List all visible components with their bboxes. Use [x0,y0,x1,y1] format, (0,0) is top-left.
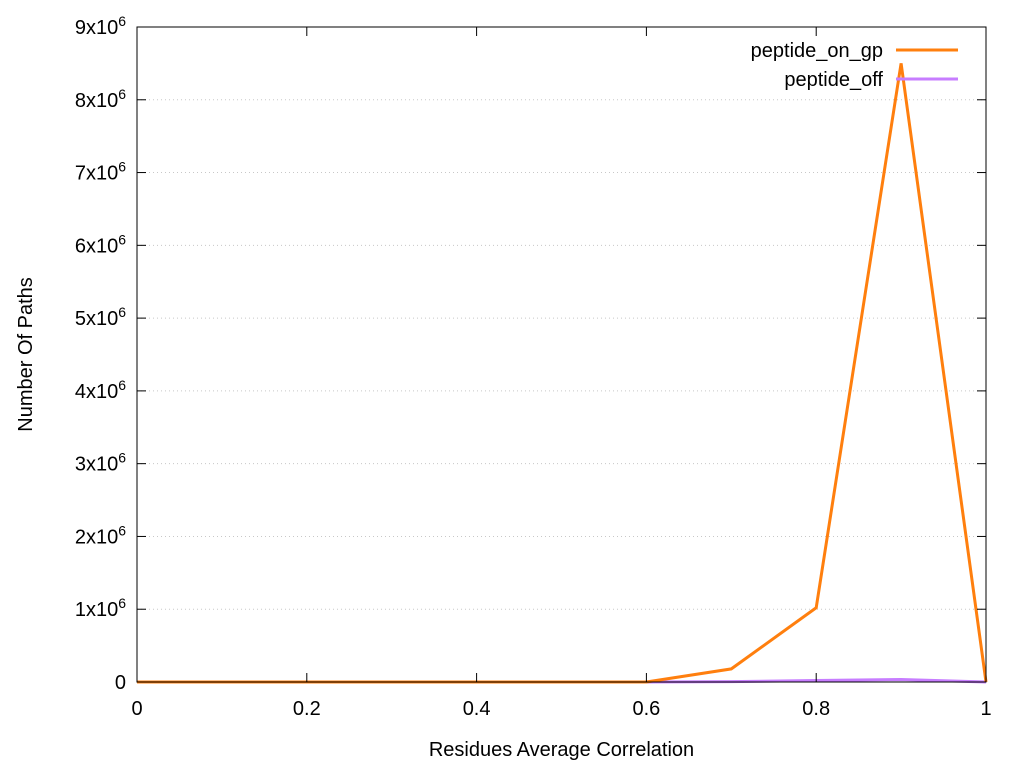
y-tick-label: 9x106 [75,13,126,39]
y-tick-exponent: 6 [118,450,126,466]
y-tick-mantissa: 0 [115,672,126,694]
series-line-peptide_on_gp [137,63,988,684]
series-layer [137,63,988,684]
y-tick-exponent: 6 [118,304,126,320]
plot-frame [136,26,987,683]
y-tick-exponent: 6 [118,86,126,102]
x-tick-label: 0 [131,698,142,720]
x-axis-title: Residues Average Correlation [429,739,694,761]
legend: peptide_on_gp peptide_off [751,40,958,91]
y-tick-exponent: 6 [118,377,126,393]
y-tick-mantissa: 3x10 [75,454,118,476]
x-tick-label: 0.8 [802,698,830,720]
y-tick-label: 1x106 [75,595,126,621]
y-tick-exponent: 6 [118,159,126,175]
y-axis: 01x1062x1063x1064x1065x1066x1067x1068x10… [75,13,986,694]
x-tick-label: 0.4 [463,698,491,720]
y-tick-label: 6x106 [75,231,126,257]
y-axis-title: Number Of Paths [15,277,37,432]
y-tick-mantissa: 2x10 [75,526,118,548]
y-tick-exponent: 6 [118,13,126,29]
y-tick-label: 7x106 [75,159,126,185]
x-tick-label: 1 [980,698,991,720]
y-tick-label: 5x106 [75,304,126,330]
x-tick-label: 0.2 [293,698,321,720]
y-tick-mantissa: 9x10 [75,17,118,39]
y-tick-exponent: 6 [118,522,126,538]
y-tick-mantissa: 5x10 [75,308,118,330]
legend-label: peptide_off [784,69,883,91]
grid-lines [137,99,986,610]
x-axis: 0 0.2 0.4 0.6 0.8 1 [131,27,992,720]
y-tick-mantissa: 1x10 [75,599,118,621]
y-tick-label: 8x106 [75,86,126,112]
y-tick-mantissa: 4x10 [75,381,118,403]
y-tick-mantissa: 6x10 [75,235,118,257]
y-tick-mantissa: 8x10 [75,90,118,112]
y-tick-label: 2x106 [75,522,126,548]
y-tick-label: 4x106 [75,377,126,403]
y-tick-exponent: 6 [118,595,126,611]
legend-label: peptide_on_gp [751,40,883,62]
y-tick-label: 0 [115,672,126,694]
y-tick-exponent: 6 [118,231,126,247]
x-tick-label: 0.6 [632,698,660,720]
y-tick-label: 3x106 [75,450,126,476]
y-tick-mantissa: 7x10 [75,163,118,185]
